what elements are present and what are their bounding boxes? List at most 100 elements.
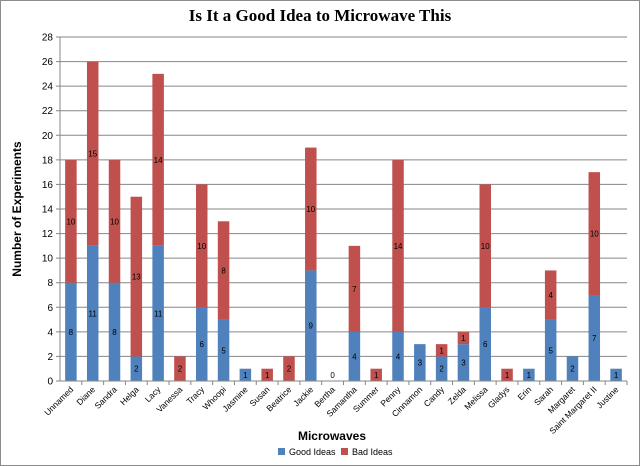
data-label-good: 1	[614, 371, 619, 380]
data-label-good: 3	[418, 359, 423, 368]
bar-good-ideas	[130, 356, 143, 381]
data-label-good: 5	[221, 346, 226, 355]
legend-swatch-bad	[341, 448, 348, 455]
y-tick-label: 4	[47, 327, 53, 338]
y-tick-label: 26	[42, 57, 54, 68]
x-axis-label: Microwaves	[298, 429, 366, 443]
y-tick-label: 10	[42, 254, 54, 265]
data-label-bad: 4	[548, 291, 553, 300]
data-label-good: 5	[548, 346, 553, 355]
y-tick-label: 12	[42, 229, 54, 240]
data-label-good: 0	[330, 371, 335, 380]
data-label-good: 4	[396, 352, 401, 361]
y-tick-label: 14	[42, 205, 54, 216]
x-tick-label: Candy	[422, 384, 447, 409]
data-label-bad: 10	[306, 205, 315, 214]
y-tick-label: 0	[47, 377, 53, 388]
bar-good-ideas	[305, 270, 317, 381]
bar-bad-ideas	[86, 61, 99, 246]
bar-bad-ideas	[152, 73, 164, 246]
bar-good-ideas	[217, 319, 230, 381]
data-label-bad: 1	[461, 334, 466, 343]
x-tick-label: Unnamed	[42, 384, 75, 417]
bar-good-ideas	[392, 331, 404, 381]
data-label-bad: 1	[374, 371, 379, 380]
bar-bad-ideas	[305, 147, 317, 271]
x-tick-label: Erin	[516, 384, 534, 402]
data-label-bad: 14	[394, 242, 403, 251]
x-tick-label: Melissa	[462, 384, 490, 412]
bar-bad-ideas	[479, 184, 491, 308]
data-label-bad: 10	[110, 217, 119, 226]
bar-bad-ideas	[435, 344, 448, 357]
y-tick-label: 28	[42, 33, 54, 44]
y-tick-label: 24	[42, 82, 54, 93]
bars	[65, 61, 622, 381]
data-label-good: 8	[112, 328, 117, 337]
data-label-good: 6	[200, 340, 205, 349]
bar-bad-ideas	[348, 245, 361, 332]
bar-bad-ideas	[217, 221, 230, 320]
bar-bad-ideas	[261, 368, 273, 381]
bar-good-ideas	[523, 368, 535, 381]
data-label-bad: 1	[439, 346, 444, 355]
bar-good-ideas	[108, 282, 121, 381]
data-label-good: 1	[243, 371, 248, 380]
bar-bad-ideas	[392, 159, 404, 332]
y-tick-label: 22	[42, 106, 54, 117]
x-tick-label: Helga	[118, 384, 141, 407]
bar-good-ideas	[457, 344, 470, 381]
bar-bad-ideas	[108, 159, 121, 283]
y-tick-label: 16	[42, 180, 54, 191]
bar-bad-ideas	[544, 270, 557, 320]
bar-good-ideas	[65, 282, 77, 381]
data-label-bad: 2	[287, 365, 292, 374]
data-label-good: 11	[154, 309, 163, 318]
bar-bad-ideas	[501, 368, 513, 381]
bar-good-ideas	[479, 307, 491, 381]
legend-label-good: Good Ideas	[289, 447, 336, 457]
y-tick-label: 2	[47, 352, 53, 363]
bar-good-ideas	[544, 319, 557, 381]
y-tick-label: 20	[42, 131, 54, 142]
data-label-good: 4	[352, 352, 357, 361]
bar-bad-ideas	[196, 184, 208, 308]
y-tick-label: 6	[47, 303, 53, 314]
bar-good-ideas	[86, 245, 99, 381]
bar-bad-ideas	[65, 159, 77, 283]
data-label-bad: 10	[481, 242, 490, 251]
bar-good-ideas	[348, 331, 361, 381]
bar-good-ideas	[588, 295, 601, 381]
x-tick-label: Gladys	[486, 384, 512, 410]
data-label-bad: 7	[352, 285, 357, 294]
bar-bad-ideas	[457, 331, 470, 345]
bar-bad-ideas	[174, 356, 186, 381]
data-label-bad: 15	[88, 150, 97, 159]
data-label-good: 1	[527, 371, 532, 380]
chart-title: Is It a Good Idea to Microwave This	[188, 6, 452, 25]
data-label-good: 3	[461, 359, 466, 368]
data-label-bad: 1	[505, 371, 510, 380]
data-label-bad: 14	[154, 156, 163, 165]
bar-good-ideas	[610, 368, 622, 381]
x-tick-label: Jackie	[291, 384, 315, 408]
bar-good-ideas	[152, 245, 164, 381]
bar-good-ideas	[196, 307, 208, 381]
y-tick-label: 8	[47, 278, 53, 289]
data-label-good: 11	[89, 309, 98, 318]
y-tick-label: 18	[42, 155, 54, 166]
data-label-good: 2	[570, 365, 575, 374]
data-label-good: 8	[69, 328, 74, 337]
data-label-good: 6	[483, 340, 488, 349]
bar-good-ideas	[435, 356, 448, 381]
y-axis-label: Number of Experiments	[10, 141, 24, 277]
legend: Good Ideas Bad Ideas	[278, 447, 393, 457]
data-label-good: 2	[439, 365, 444, 374]
data-label-good: 7	[592, 334, 597, 343]
bar-bad-ideas	[370, 368, 382, 381]
